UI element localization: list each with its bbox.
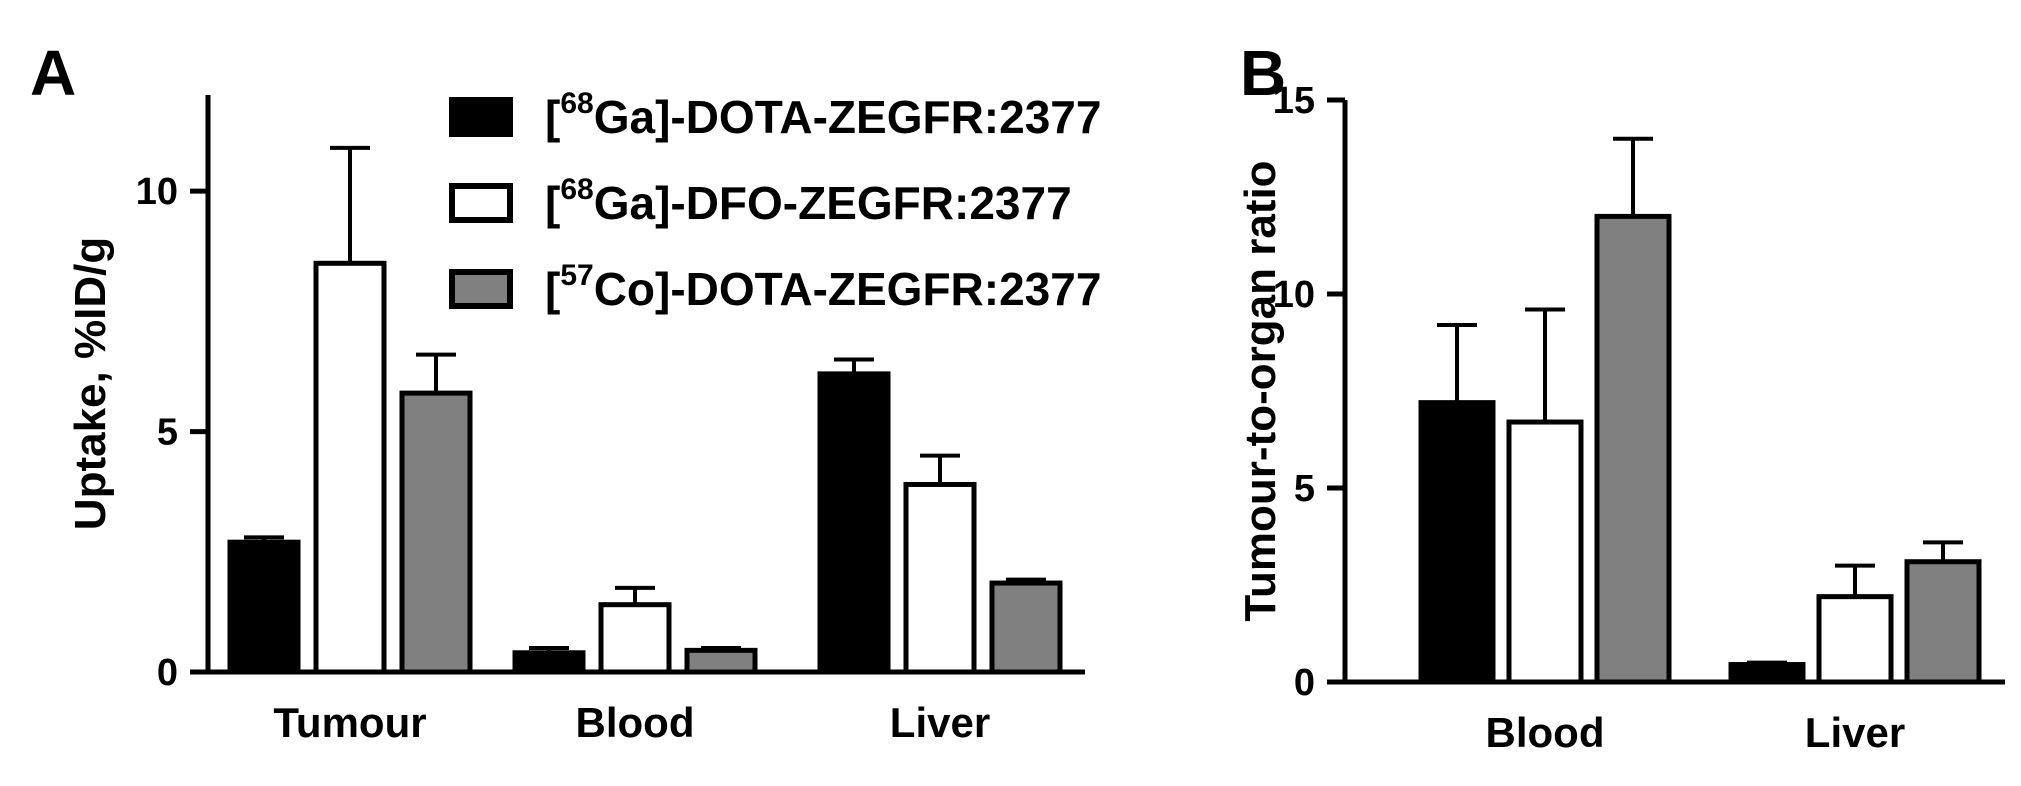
panel-a-bar-liver-series-3 [989,580,1063,675]
panel-b-bar-liver-series-2 [1816,594,1894,685]
panel-b-chart: 0 5 10 15 Tumour-to-organ ratio Blood Liver [1236,80,2005,756]
panel-a-bar-tumour-series-1 [227,539,301,675]
panel-a-bar-tumour-series-3 [399,390,473,675]
panel-a-y-tick-label: 10 [136,171,178,213]
panel-b-y-tick-label: 15 [1273,80,1315,122]
panel-a-bar-blood-series-2 [598,602,672,675]
panel-a-category-label: Blood [576,699,695,746]
panel-b-bar-blood-series-1 [1418,400,1496,685]
panel-a-letter: A [30,37,76,109]
panel-a-category-label: Liver [890,699,990,746]
panel-b-bar-blood-series-3 [1594,213,1672,685]
panel-b-category-label: Blood [1486,709,1605,756]
panel-a-y-tick-label: 5 [157,412,178,454]
panel-a-bar-tumour-series-2 [313,260,387,675]
panel-b-category-label: Liver [1805,709,1905,756]
panel-a-y-axis-title: Uptake, %ID/g [66,237,115,530]
legend-label-3: [57Co]-DOTA-ZEGFR:2377 [545,259,1101,315]
legend-swatch-2 [449,183,513,223]
legend-label-2: [68Ga]-DFO-ZEGFR:2377 [545,173,1072,229]
panel-a-bar-liver-series-2 [903,481,977,675]
legend-swatch-3 [449,269,513,309]
panel-b-bar-liver-series-1 [1728,662,1806,685]
panel-b-letter: B [1240,37,1286,109]
legend: [68Ga]-DOTA-ZEGFR:2377 [68Ga]-DFO-ZEGFR:2… [449,87,1101,315]
legend-label-1: [68Ga]-DOTA-ZEGFR:2377 [545,87,1101,143]
panel-b-y-tick-label: 0 [1294,662,1315,704]
panel-a-y-tick-label: 0 [157,652,178,694]
panel-b-y-tick-label: 5 [1294,468,1315,510]
panel-b-y-axis-title: Tumour-to-organ ratio [1236,160,1285,621]
panel-a-bar-blood-series-1 [512,650,586,675]
panel-b-y-tick-label: 10 [1273,274,1315,316]
panel-a-category-label: Tumour [273,699,426,746]
panel-a-bar-blood-series-3 [684,647,758,675]
legend-swatch-1 [449,97,513,137]
panel-b-bar-liver-series-3 [1904,559,1982,685]
panel-b-bar-blood-series-2 [1506,419,1584,685]
panel-a-bar-liver-series-1 [817,371,891,675]
panel-a-chart: 0 5 10 Uptake, %ID/g Tumour Blood Liver [66,95,1085,746]
